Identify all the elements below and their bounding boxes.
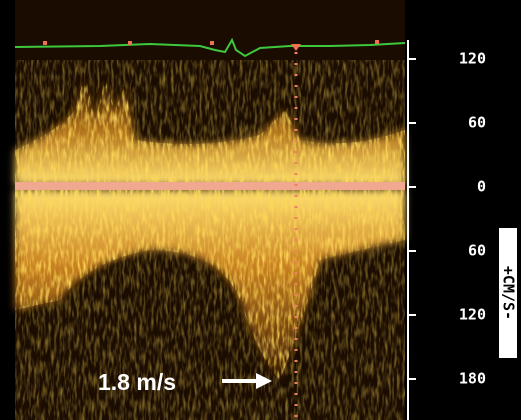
baseline bbox=[15, 182, 405, 190]
reverse-texture bbox=[15, 190, 405, 380]
ecg-trace bbox=[14, 37, 406, 58]
scale-label: 60 bbox=[468, 242, 486, 260]
annotation-arrow-head bbox=[256, 373, 272, 389]
forward-texture bbox=[15, 75, 405, 185]
velocity-annotation: 1.8 m/s bbox=[98, 369, 176, 395]
scale-label: 0 bbox=[477, 178, 486, 196]
unit-label: +CM/S- bbox=[500, 266, 518, 320]
scale-label: 120 bbox=[459, 50, 486, 68]
scale-label: 120 bbox=[459, 306, 486, 324]
unit-box bbox=[499, 228, 517, 358]
scale-label: 60 bbox=[468, 114, 486, 132]
ecg-markers bbox=[43, 40, 379, 51]
scale-label: 180 bbox=[459, 370, 486, 388]
scale: 120 60 0 60 120 180 bbox=[408, 50, 486, 388]
